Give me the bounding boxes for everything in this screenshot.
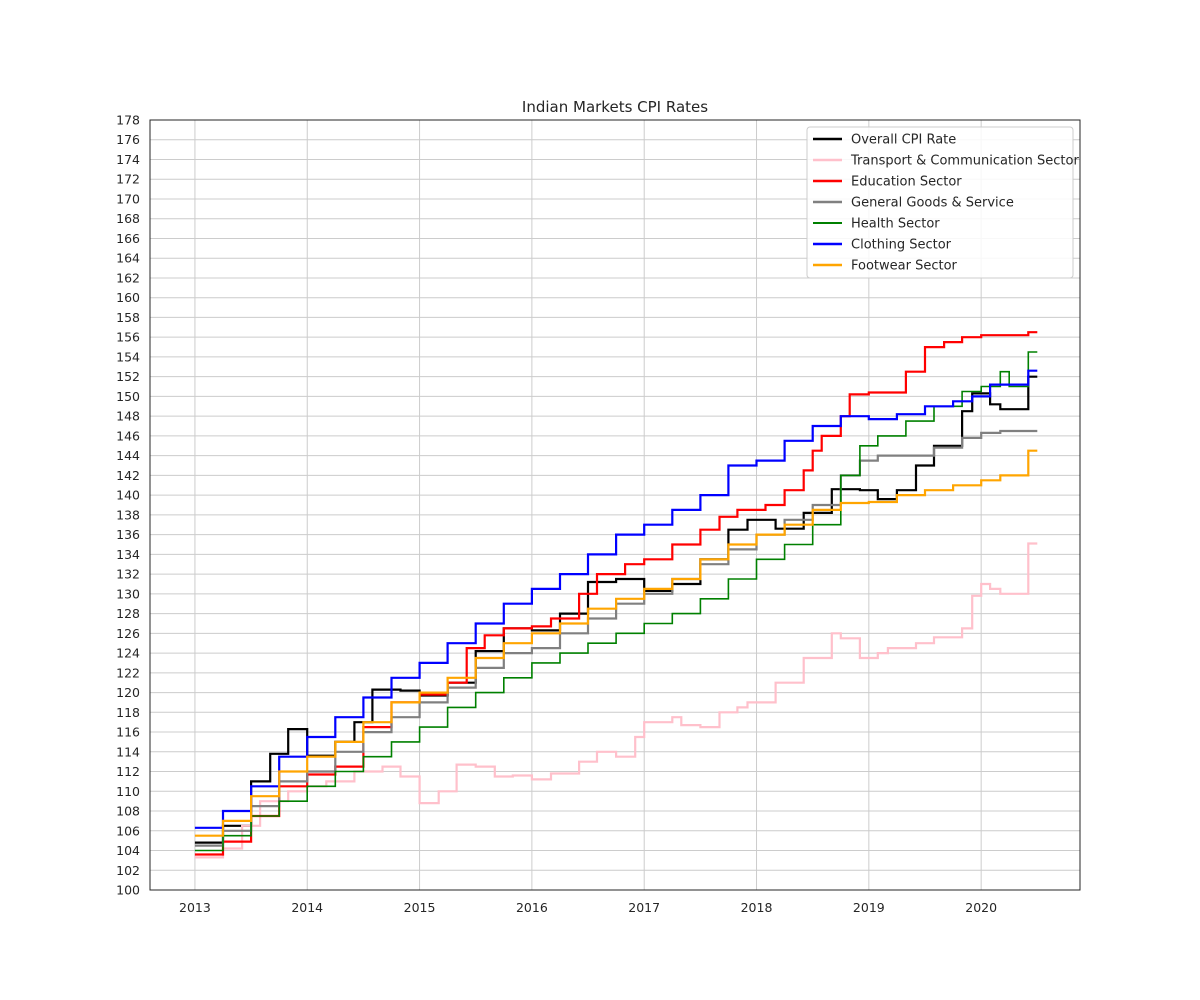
x-axis: 2013 2014 2015 2016 2017 2018 2019 2020 — [179, 900, 997, 915]
y-tick-label: 168 — [116, 211, 140, 226]
y-tick-label: 150 — [116, 389, 140, 404]
series-line-5 — [194, 369, 1038, 829]
y-tick-label: 122 — [116, 665, 140, 680]
y-tick-label: 132 — [116, 567, 140, 582]
x-tick-label: 2020 — [965, 900, 997, 915]
y-tick-label: 110 — [116, 784, 140, 799]
y-tick-label: 160 — [116, 290, 140, 305]
y-tick-label: 116 — [116, 725, 140, 740]
y-tick-label: 144 — [116, 448, 140, 463]
series-line-6 — [194, 449, 1038, 837]
legend-label: General Goods & Service — [851, 196, 1014, 211]
series-line-1 — [194, 542, 1038, 859]
y-tick-label: 114 — [116, 744, 140, 759]
plot-frame — [149, 119, 1081, 891]
legend-label: Overall CPI Rate — [851, 133, 956, 148]
y-tick-label: 162 — [116, 270, 140, 285]
x-tick-label: 2015 — [404, 900, 436, 915]
y-tick-label: 102 — [116, 863, 140, 878]
legend-label: Clothing Sector — [851, 238, 952, 253]
series-layer — [194, 331, 1038, 859]
y-tick-label: 120 — [116, 685, 140, 700]
chart-title: Indian Markets CPI Rates — [522, 98, 708, 116]
y-tick-label: 140 — [116, 488, 140, 503]
x-tick-label: 2019 — [853, 900, 885, 915]
legend-label: Transport & Communication Sector — [850, 154, 1079, 169]
y-tick-label: 106 — [116, 823, 140, 838]
x-tick-label: 2017 — [628, 900, 660, 915]
y-tick-label: 134 — [116, 547, 140, 562]
y-tick-label: 166 — [116, 231, 140, 246]
y-tick-label: 108 — [116, 804, 140, 819]
legend-label: Footwear Sector — [851, 259, 958, 274]
y-tick-label: 178 — [116, 113, 140, 128]
y-tick-label: 176 — [116, 132, 140, 147]
legend-label: Health Sector — [851, 217, 940, 232]
y-tick-label: 130 — [116, 586, 140, 601]
y-tick-label: 104 — [116, 843, 140, 858]
y-tick-label: 148 — [116, 409, 140, 424]
y-tick-label: 146 — [116, 428, 140, 443]
y-tick-label: 174 — [116, 152, 140, 167]
y-tick-label: 152 — [116, 369, 140, 384]
y-tick-label: 142 — [116, 468, 140, 483]
x-tick-label: 2013 — [179, 900, 211, 915]
x-tick-label: 2018 — [741, 900, 773, 915]
series-line-2 — [194, 331, 1038, 856]
x-tick-label: 2014 — [291, 900, 323, 915]
y-tick-label: 164 — [116, 251, 140, 266]
y-tick-label: 100 — [116, 883, 140, 898]
y-tick-label: 138 — [116, 507, 140, 522]
y-tick-label: 128 — [116, 606, 140, 621]
y-tick-label: 158 — [116, 310, 140, 325]
y-axis: 100 102 104 106 108 110 112 114 116 118 120 122 124 1… — [116, 113, 140, 898]
y-tick-label: 124 — [116, 646, 140, 661]
legend: Overall CPI Rate Transport & Communicatio… — [806, 126, 1079, 279]
y-tick-label: 156 — [116, 330, 140, 345]
x-tick-label: 2016 — [516, 900, 548, 915]
y-tick-label: 154 — [116, 349, 140, 364]
legend-box — [806, 126, 1074, 279]
y-tick-label: 126 — [116, 626, 140, 641]
legend-label: Education Sector — [851, 175, 962, 190]
y-tick-label: 172 — [116, 172, 140, 187]
y-tick-label: 170 — [116, 191, 140, 206]
y-tick-label: 136 — [116, 527, 140, 542]
y-tick-label: 118 — [116, 705, 140, 720]
y-tick-label: 112 — [116, 764, 140, 779]
